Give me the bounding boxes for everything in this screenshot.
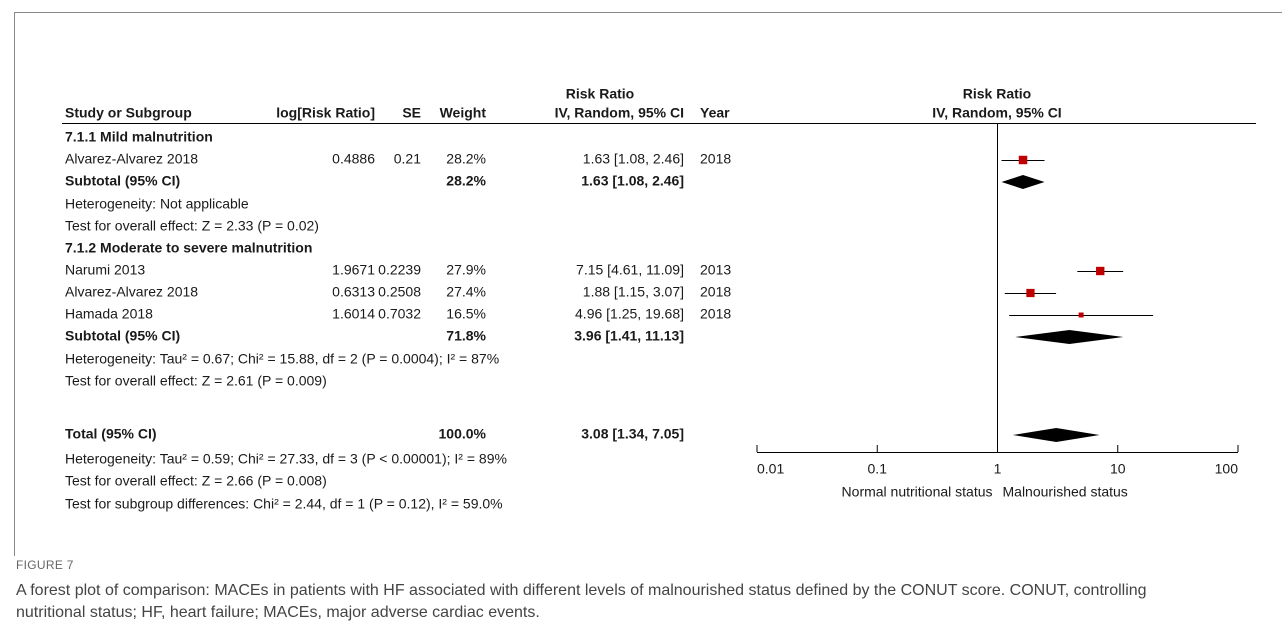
se: 0.21 <box>394 151 421 167</box>
plot-subheader: IV, Random, 95% CI <box>932 105 1061 121</box>
diamond <box>1012 428 1100 442</box>
year: 2018 <box>700 306 731 322</box>
log-rr: 1.9671 <box>332 262 375 278</box>
ci: 1.63 [1.08, 2.46] <box>581 173 684 189</box>
x-tick-label: 10 <box>1110 461 1126 477</box>
favours-right: Malnourished status <box>1003 484 1128 500</box>
study-name: Narumi 2013 <box>65 262 145 278</box>
group-title: 7.1.1 Mild malnutrition <box>65 129 213 145</box>
forest-plot: Study or Subgroup log[Risk Ratio] SE Weight… <box>14 12 1282 556</box>
se: 0.7032 <box>378 306 421 322</box>
study-marker <box>1026 288 1035 298</box>
study-name: Alvarez-Alvarez 2018 <box>65 151 198 167</box>
weight: 27.9% <box>446 262 486 278</box>
subtotal-label: Total (95% CI) <box>65 426 157 442</box>
favours-left: Normal nutritional status <box>842 484 993 500</box>
study-name: Hamada 2018 <box>65 306 153 322</box>
figure-label: FIGURE 7 <box>16 558 74 572</box>
weight: 28.2% <box>446 151 486 167</box>
x-tick-label: 100 <box>1215 461 1239 477</box>
x-tick-label: 0.1 <box>868 461 888 477</box>
ci: 3.08 [1.34, 7.05] <box>581 426 684 442</box>
column-header: log[Risk Ratio] <box>276 105 375 121</box>
study-marker <box>1078 312 1084 318</box>
weight: 28.2% <box>446 173 486 189</box>
study-marker <box>1096 266 1105 276</box>
se: 0.2239 <box>378 262 421 278</box>
diamond <box>1015 330 1124 344</box>
figure-caption: A forest plot of comparison: MACEs in pa… <box>16 582 1147 621</box>
overall-effect: Test for overall effect: Z = 2.33 (P = 0… <box>65 218 319 234</box>
subtotal-label: Subtotal (95% CI) <box>65 328 180 344</box>
diamond <box>1001 175 1045 189</box>
year: 2018 <box>700 151 731 167</box>
column-header: Year <box>700 105 730 121</box>
subtotal-label: Subtotal (95% CI) <box>65 173 180 189</box>
heterogeneity: Heterogeneity: Tau² = 0.67; Chi² = 15.88… <box>65 351 499 367</box>
weight: 100.0% <box>439 426 487 442</box>
weight: 27.4% <box>446 284 486 300</box>
log-rr: 0.6313 <box>332 284 375 300</box>
ci: 1.88 [1.15, 3.07] <box>583 284 684 300</box>
year: 2013 <box>700 262 731 278</box>
column-header: Weight <box>440 105 487 121</box>
overall-effect: Test for overall effect: Z = 2.61 (P = 0… <box>65 373 327 389</box>
heterogeneity: Heterogeneity: Tau² = 0.59; Chi² = 27.33… <box>65 451 507 467</box>
ci: 7.15 [4.61, 11.09] <box>576 262 684 278</box>
group-title: 7.1.2 Moderate to severe malnutrition <box>65 240 312 256</box>
year: 2018 <box>700 284 731 300</box>
heterogeneity: Heterogeneity: Not applicable <box>65 196 249 212</box>
weight: 71.8% <box>446 328 486 344</box>
ci: 3.96 [1.41, 11.13] <box>574 328 684 344</box>
column-header: IV, Random, 95% CI <box>555 105 684 121</box>
ci: 4.96 [1.25, 19.68] <box>575 306 684 322</box>
study-marker <box>1018 155 1028 165</box>
se: 0.2508 <box>378 284 421 300</box>
subgroup-test: Test for subgroup differences: Chi² = 2.… <box>65 496 503 512</box>
x-tick-label: 0.01 <box>757 461 784 477</box>
x-tick-label: 1 <box>994 461 1002 477</box>
overall-effect: Test for overall effect: Z = 2.66 (P = 0… <box>65 473 327 489</box>
column-header: Study or Subgroup <box>65 105 192 121</box>
ci: 1.63 [1.08, 2.46] <box>583 151 684 167</box>
column-header: SE <box>402 105 421 121</box>
study-name: Alvarez-Alvarez 2018 <box>65 284 198 300</box>
weight: 16.5% <box>446 306 486 322</box>
plot-header: Risk Ratio <box>963 86 1031 102</box>
log-rr: 0.4886 <box>332 151 375 167</box>
log-rr: 1.6014 <box>332 306 375 322</box>
effect-header: Risk Ratio <box>566 86 634 102</box>
